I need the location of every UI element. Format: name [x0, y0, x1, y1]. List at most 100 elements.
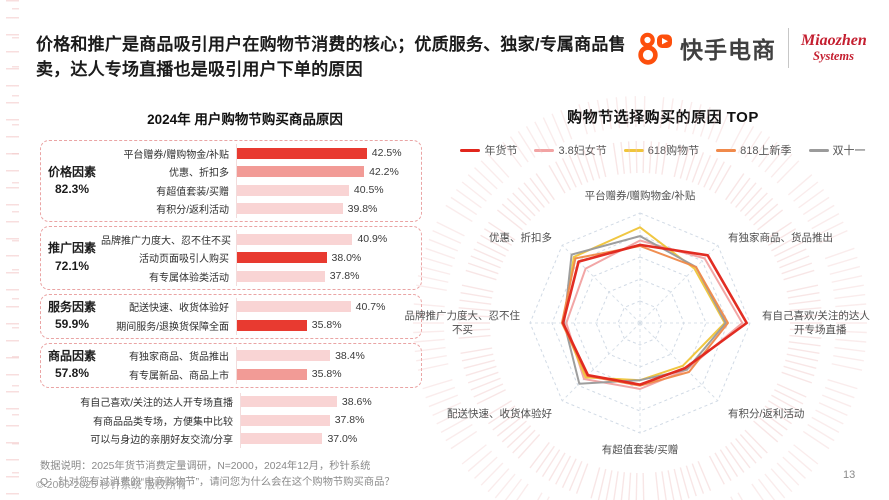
legend-label: 年货节 — [484, 145, 518, 157]
brand-logos: 快手电商 Miaozhen Systems — [638, 28, 867, 68]
bar-value: 38.4% — [335, 349, 365, 362]
kuaishou-wordmark: 快手电商 — [680, 37, 776, 63]
bar-track: 37.8% — [240, 411, 422, 430]
bar-value: 40.9% — [357, 233, 388, 246]
bar-track: 38.0% — [236, 248, 416, 267]
bar-label: 期间服务/退换货保障全面 — [116, 321, 229, 333]
bar-row: 优惠、折扣多 42.2% — [101, 162, 416, 181]
logo-divider — [788, 28, 789, 68]
bar-row: 有专属新品、商品上市 35.8% — [101, 365, 416, 384]
legend-label: 618购物节 — [647, 145, 700, 157]
legend-label: 818上新季 — [740, 145, 792, 157]
factor-group-name: 价格因素 — [47, 164, 96, 179]
bar-fill — [237, 233, 353, 245]
sunburst-decoration — [413, 96, 867, 500]
radar-grid — [529, 212, 751, 434]
radar-axis-label: 平台赠券/赠购物金/补贴 — [585, 189, 696, 202]
bar-chart: 价格因素 82.3% 平台赠券/赠购物金/补贴 42.5% 优惠、折扣多 42.2% 有超值… — [40, 140, 422, 448]
bar-fill — [237, 301, 351, 313]
factor-group-name: 推广因素 — [47, 241, 96, 256]
factor-group-name: 商品因素 — [47, 348, 96, 363]
bar-value: 38.6% — [341, 395, 372, 408]
factor-group-rows: 配送快速、收货体验好 40.7% 期间服务/退换货保障全面 35.8% — [101, 297, 416, 335]
radar-axis-label: 配送快速、收货体验好 — [447, 407, 552, 420]
radar-series-3.8妇女节 — [565, 239, 744, 390]
legend-marker — [460, 148, 481, 152]
bar-track: 35.8% — [236, 365, 416, 384]
factor-group-label: 推广因素 72.1% — [43, 240, 101, 275]
bar-label: 配送快速、收货体验好 — [129, 303, 229, 315]
bar-track: 40.5% — [236, 181, 416, 200]
bar-fill — [237, 270, 325, 282]
bar-track: 42.2% — [236, 162, 416, 181]
factor-group-label: 服务因素 59.9% — [43, 299, 101, 334]
legend-item: 双十一 — [808, 142, 866, 158]
bar-row: 配送快速、收货体验好 40.7% — [101, 297, 416, 316]
bar-fill — [237, 368, 307, 380]
bar-row: 期间服务/退换货保障全面 35.8% — [101, 316, 416, 335]
factor-group-share: 72.1% — [54, 258, 90, 273]
legend-marker — [716, 148, 737, 152]
miaozhen-wordmark-line2: Systems — [813, 49, 854, 64]
bar-track: 40.7% — [236, 297, 416, 316]
kuaishou-logo-icon — [638, 32, 672, 65]
miaozhen-wordmark-line1: Miaozhen — [801, 32, 867, 50]
left-edge-dash-decoration-2 — [12, 8, 19, 500]
bar-value: 42.5% — [371, 147, 402, 160]
bar-track: 37.8% — [236, 267, 416, 286]
legend-marker — [623, 148, 644, 152]
factor-group-share: 59.9% — [54, 317, 90, 331]
bar-fill — [241, 433, 323, 445]
bar-row: 有商品品类专场，方便集中比较 37.8% — [40, 411, 422, 430]
bar-track: 38.4% — [236, 346, 416, 365]
bar-row: 活动页面吸引人购买 38.0% — [101, 248, 416, 267]
legend-label: 双十一 — [832, 145, 866, 157]
bar-value: 35.8% — [311, 319, 342, 332]
bar-track: 38.6% — [240, 392, 422, 411]
factor-group-share: 57.8% — [54, 366, 90, 380]
bar-value: 37.0% — [327, 432, 358, 445]
radar-chart: 平台赠券/赠购物金/补贴有独家商品、货品推出有自己喜欢/关注的达人开专场直播有积… — [405, 96, 870, 500]
bar-fill — [241, 414, 330, 426]
legend-marker — [808, 148, 829, 152]
factor-group-label: 价格因素 82.3% — [43, 164, 101, 199]
radar-axis-label: 有自己喜欢/关注的达人开专场直播 — [762, 309, 870, 336]
bar-track: 37.0% — [240, 429, 422, 448]
bar-track: 42.5% — [236, 144, 416, 163]
bar-label: 有积分/返利活动 — [156, 205, 229, 217]
bar-row: 有独家商品、货品推出 38.4% — [101, 346, 416, 365]
legend-item: 年货节 — [460, 142, 517, 158]
bar-row: 有积分/返利活动 39.8% — [101, 199, 416, 218]
bar-row: 可以与身边的亲朋好友交流/分享 37.0% — [40, 429, 422, 448]
radar-legend: 年货节 3.8妇女节 618购物节 818上新季 双十一 — [448, 142, 878, 158]
bar-value: 37.8% — [329, 270, 360, 283]
bar-label: 有独家商品、货品推出 — [129, 352, 229, 364]
bar-row: 有专属体验类活动 37.8% — [101, 267, 416, 286]
bar-track: 40.9% — [236, 230, 416, 249]
radar-axis-labels: 平台赠券/赠购物金/补贴有独家商品、货品推出有自己喜欢/关注的达人开专场直播有积… — [405, 189, 871, 456]
data-note-question: Q：针对您有过消费的“电商购物节”，请问您为什么会在这个购物节购买商品？ — [40, 476, 395, 488]
ungrouped-bar-rows: 有自己喜欢/关注的达人开专场直播 38.6% 有商品品类专场，方便集中比较 37.8%… — [40, 392, 422, 448]
radar-axis-label: 有积分/返利活动 — [728, 407, 804, 420]
page-number: 13 — [843, 469, 856, 481]
data-note-source: 数据说明：2025年货节消费定量调研，N=2000，2024年12月，秒针系统 — [40, 461, 371, 472]
bar-label: 可以与身边的亲朋好友交流/分享 — [90, 435, 233, 447]
bar-fill — [237, 147, 367, 159]
factor-group-rows: 平台赠券/赠购物金/补贴 42.5% 优惠、折扣多 42.2% 有超值套装/买赠 40.5… — [101, 144, 416, 218]
legend-item: 818上新季 — [716, 142, 792, 158]
factor-group-rows: 有独家商品、货品推出 38.4% 有专属新品、商品上市 35.8% — [101, 346, 416, 384]
factor-group-share: 82.3% — [54, 182, 90, 196]
bar-fill — [237, 252, 327, 264]
bar-track: 39.8% — [236, 199, 416, 218]
bar-fill — [237, 319, 307, 331]
bar-label: 有专属新品、商品上市 — [129, 370, 229, 382]
factor-group-rows: 品牌推广力度大、忍不住不买 40.9% 活动页面吸引人购买 38.0% 有专属体验类活动… — [101, 230, 416, 286]
legend-item: 618购物节 — [623, 142, 700, 158]
bar-row: 平台赠券/赠购物金/补贴 42.5% — [101, 144, 416, 163]
bar-row: 品牌推广力度大、忍不住不买 40.9% — [101, 230, 416, 249]
bar-label: 优惠、折扣多 — [169, 168, 229, 180]
bar-fill — [237, 203, 343, 215]
bar-row: 有超值套装/买赠 40.5% — [101, 181, 416, 200]
bar-label: 平台赠券/赠购物金/补贴 — [123, 149, 229, 161]
bar-value: 39.8% — [347, 202, 378, 215]
